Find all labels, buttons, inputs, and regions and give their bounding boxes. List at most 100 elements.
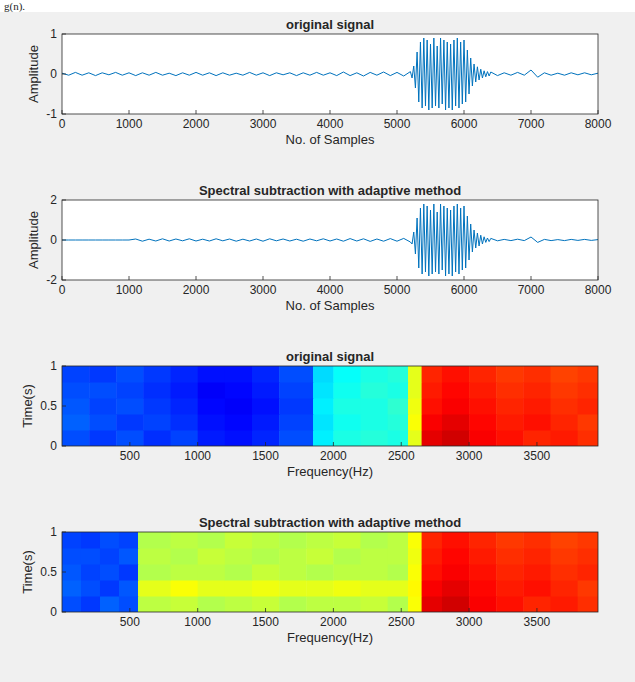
x-tick	[401, 442, 402, 446]
heatmap-cell	[198, 564, 226, 581]
marks	[62, 532, 598, 612]
x-tick-label: 1000	[116, 117, 143, 131]
y-tick-label: 2	[50, 193, 57, 207]
heatmap-cell	[551, 596, 579, 612]
heatmap-cell	[171, 532, 199, 549]
marks	[62, 38, 598, 110]
heatmap-cell	[388, 596, 409, 612]
heatmap-cell	[408, 548, 422, 565]
heatmap-cell	[442, 430, 470, 446]
heatmap-cell	[388, 398, 409, 415]
heatmap-cell	[116, 430, 144, 446]
heatmap-cell	[100, 564, 119, 581]
heatmap-cell	[225, 580, 253, 597]
y-tick-label: 1	[50, 27, 57, 41]
caption-fragment: g(n).	[4, 0, 25, 13]
heatmap-cell	[361, 414, 389, 431]
heatmap-cell	[408, 366, 422, 383]
heatmap-cell	[388, 430, 409, 446]
y-tick-label: 1	[50, 525, 57, 539]
heatmap-cell	[333, 398, 361, 415]
x-tick-label: 2000	[320, 615, 347, 629]
y-tick-label: -2	[46, 273, 57, 287]
heatmap-cell	[408, 398, 422, 415]
x-tick	[401, 608, 402, 612]
x-tick	[531, 110, 532, 114]
heatmap-cell	[198, 580, 226, 597]
heatmap-cell	[225, 430, 253, 446]
x-axis-title: No. of Samples	[286, 298, 375, 313]
x-tick-label: 3000	[250, 117, 277, 131]
y-tick-label: 1	[50, 359, 57, 373]
heatmap-cell	[119, 532, 138, 549]
axes-frame	[62, 200, 598, 280]
x-tick-label: 6000	[451, 283, 478, 297]
x-tick-label: 2000	[183, 117, 210, 131]
x-tick	[598, 110, 599, 114]
x-tick-label: 4000	[317, 283, 344, 297]
x-tick	[265, 442, 266, 446]
heatmap-cell	[313, 382, 334, 399]
heatmap-cell	[252, 548, 280, 565]
heatmap-cell	[469, 548, 497, 565]
y-tick	[62, 366, 66, 367]
heatmap-cell	[100, 548, 119, 565]
x-tick	[129, 110, 130, 114]
heatmap-cell	[252, 430, 280, 446]
y-tick	[62, 572, 66, 573]
heatmap-cell	[89, 382, 117, 399]
heatmap-cell	[523, 548, 551, 565]
heatmap-cell	[279, 430, 313, 446]
heatmap-cell	[578, 366, 598, 383]
x-tick	[333, 608, 334, 612]
heatmap-cell	[252, 366, 280, 383]
heatmap-cell	[279, 366, 313, 383]
heatmap-cell	[442, 414, 470, 431]
x-tick-label: 3500	[524, 449, 551, 463]
y-tick-label: 0	[50, 439, 57, 453]
heatmap-cell	[523, 580, 551, 597]
heatmap-cell	[198, 366, 226, 383]
heatmap-cell	[496, 548, 524, 565]
heatmap-cell	[89, 414, 117, 431]
panel-title: Spectral subtraction with adaptive metho…	[199, 183, 461, 198]
x-tick-label: 0	[59, 283, 66, 297]
heatmap-cell	[81, 580, 100, 597]
heatmap-cell	[62, 580, 81, 597]
heatmap-cell	[551, 548, 579, 565]
x-tick-label: 5000	[384, 283, 411, 297]
heatmap-cell	[496, 564, 524, 581]
heatmap-cell	[143, 430, 171, 446]
heatmap-cell	[116, 382, 144, 399]
heatmap-cell	[333, 580, 361, 597]
y-tick-label: 0.5	[40, 565, 57, 579]
x-tick	[196, 276, 197, 280]
x-axis-title: Frequency(Hz)	[287, 630, 373, 645]
x-tick	[197, 608, 198, 612]
heatmap-cell	[171, 580, 199, 597]
heatmap-cell	[313, 430, 334, 446]
heatmap-cell	[306, 564, 334, 581]
heatmap-cell	[469, 430, 497, 446]
heatmap-cell	[469, 596, 497, 612]
heatmap-cell	[225, 532, 253, 549]
heatmap-cell	[388, 366, 409, 383]
heatmap-cell	[469, 398, 497, 415]
heatmap-cell	[333, 382, 361, 399]
x-tick	[469, 442, 470, 446]
x-tick-label: 4000	[317, 117, 344, 131]
heatmap-cell	[523, 532, 551, 549]
heatmap-cell	[469, 414, 497, 431]
heatmap-cell	[442, 382, 470, 399]
heatmap-cell	[225, 596, 253, 612]
heatmap-cell	[116, 414, 144, 431]
heatmap-cell	[225, 564, 253, 581]
x-tick-label: 1000	[184, 449, 211, 463]
x-tick-label: 6000	[451, 117, 478, 131]
y-tick	[62, 446, 66, 447]
heatmap-cell	[361, 430, 389, 446]
panel: 010002000300040005000600070008000-202Spe…	[26, 183, 612, 313]
heatmap-cell	[361, 532, 389, 549]
heatmap-cell	[171, 414, 199, 431]
heatmap-cell	[89, 366, 117, 383]
